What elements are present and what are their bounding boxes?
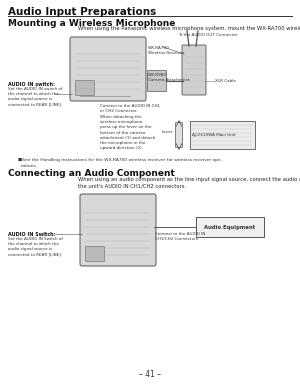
FancyBboxPatch shape <box>176 123 182 147</box>
Text: Audio Input Preparations: Audio Input Preparations <box>8 7 156 17</box>
Bar <box>196 217 264 237</box>
Bar <box>190 121 255 149</box>
Text: ■See the Handling Instructions for the WX-RA700 wireless receiver for wireless r: ■See the Handling Instructions for the W… <box>18 158 222 168</box>
Text: When detaching the
wireless microphone,
press up the lever on the
bottom of the : When detaching the wireless microphone, … <box>100 115 155 150</box>
Text: WX-R980
Camera Attachment: WX-R980 Camera Attachment <box>148 73 190 82</box>
Text: WX-RA700
Wireless Receiver: WX-RA700 Wireless Receiver <box>148 46 184 54</box>
FancyBboxPatch shape <box>182 45 206 95</box>
Text: Connect to the AUDIO IN CH1
or CH2 Connector.: Connect to the AUDIO IN CH1 or CH2 Conne… <box>100 104 160 113</box>
Text: Audio Equipment: Audio Equipment <box>204 224 256 230</box>
Text: AJ-D610WA Main Unit: AJ-D610WA Main Unit <box>192 133 236 137</box>
Text: Connect to the AUDIO IN
CH1/CH2 Connectors.: Connect to the AUDIO IN CH1/CH2 Connecto… <box>155 232 206 241</box>
FancyBboxPatch shape <box>76 81 94 96</box>
FancyBboxPatch shape <box>70 37 146 101</box>
Text: – 41 –: – 41 – <box>139 370 161 379</box>
Text: AUDIO IN Switch:: AUDIO IN Switch: <box>8 232 56 237</box>
Text: When using the Panasonic wireless microphone system, mount the WX-RA700 wireless: When using the Panasonic wireless microp… <box>78 26 300 31</box>
Text: Connecting an Audio Component: Connecting an Audio Component <box>8 169 175 178</box>
Text: XLR Cable: XLR Cable <box>215 79 236 83</box>
Text: Set the AUDIO IN Switch of
the channel to which the
audio signal source is
conne: Set the AUDIO IN Switch of the channel t… <box>8 237 63 257</box>
Text: Lever: Lever <box>162 130 173 134</box>
Text: Mounting a Wireless Microphone: Mounting a Wireless Microphone <box>8 19 175 28</box>
Text: AUDIO IN switch:: AUDIO IN switch: <box>8 82 55 87</box>
Text: When using an audio component as the line input signal source, connect the audio: When using an audio component as the lin… <box>78 177 300 189</box>
Text: Set the AUDIO IN switch of
the channel to which the
audio signal source is
conne: Set the AUDIO IN switch of the channel t… <box>8 87 62 107</box>
FancyBboxPatch shape <box>80 194 156 266</box>
FancyBboxPatch shape <box>148 70 166 91</box>
FancyBboxPatch shape <box>85 247 104 261</box>
Text: To the AUDIO OUT Connector: To the AUDIO OUT Connector <box>178 33 237 37</box>
